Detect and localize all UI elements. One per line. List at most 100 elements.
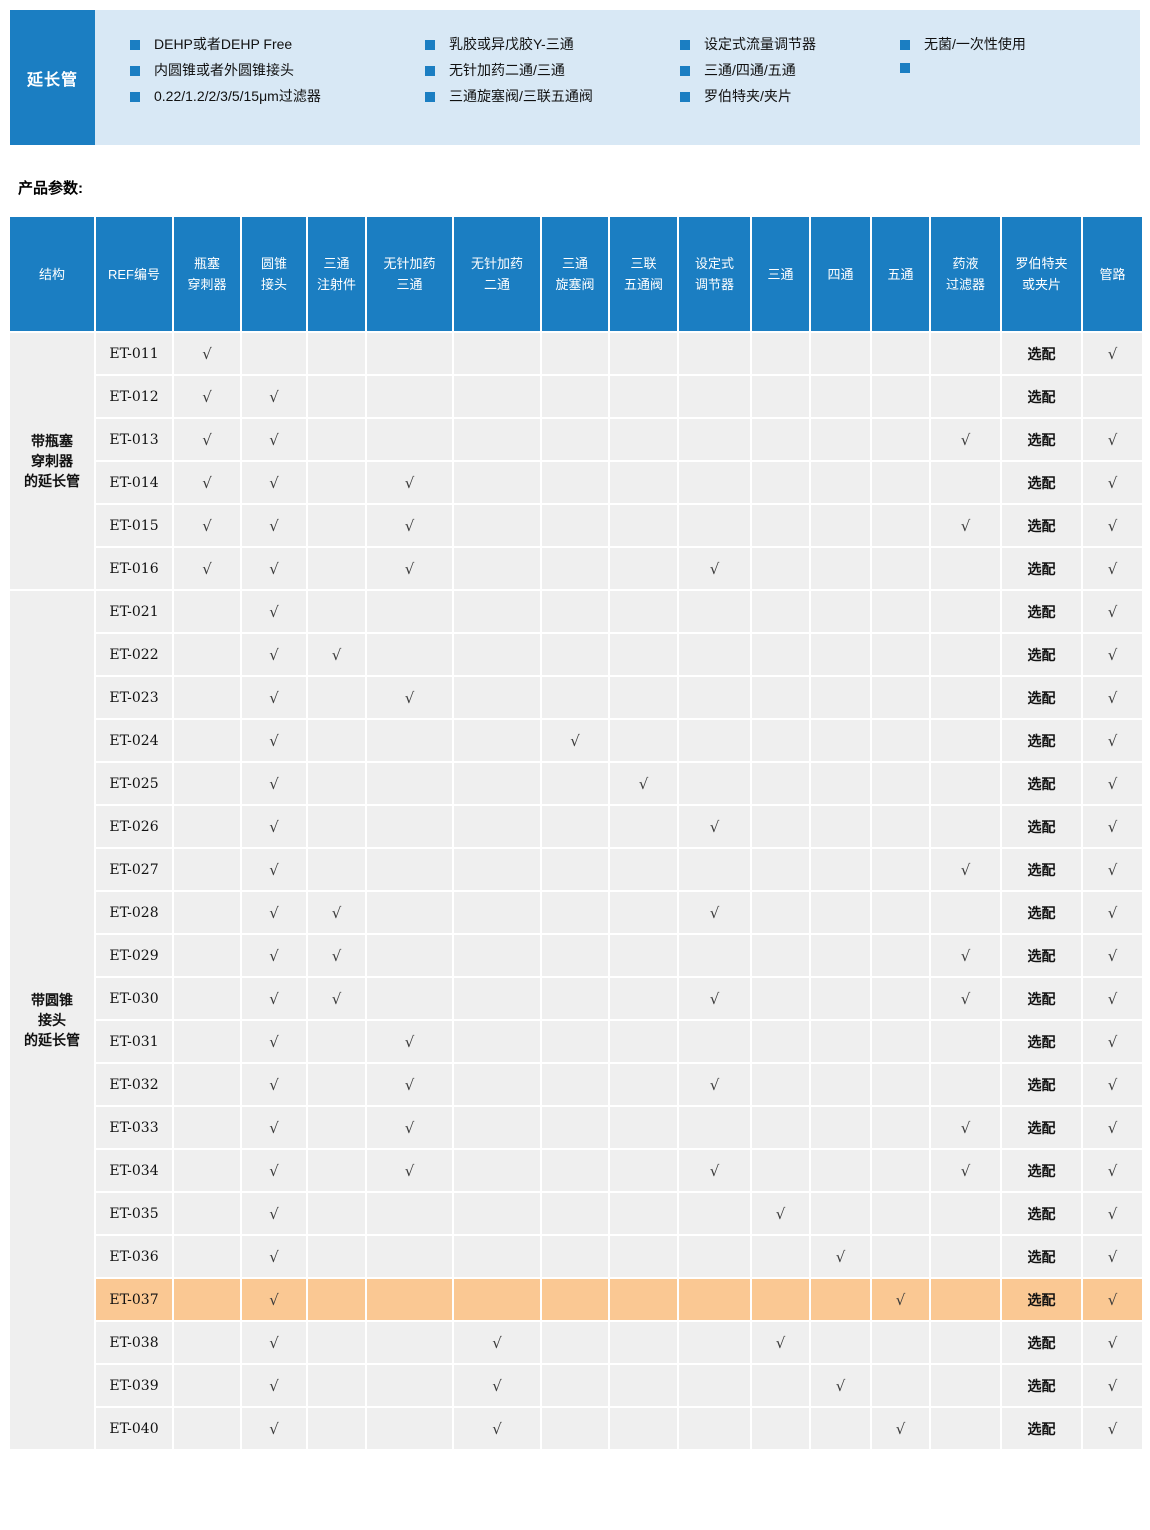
empty-cell <box>608 1320 679 1365</box>
checkmark-cell: √ <box>240 933 308 978</box>
column-header: 三通 <box>750 215 811 333</box>
empty-cell <box>809 976 872 1021</box>
empty-cell <box>929 890 1002 935</box>
checkmark-cell: √ <box>452 1406 542 1451</box>
empty-cell <box>1081 374 1144 419</box>
empty-cell <box>870 589 931 634</box>
ref-number: ET-012 <box>94 374 174 419</box>
optional-cell: 选配 <box>1000 460 1083 505</box>
checkmark-cell: √ <box>452 1363 542 1408</box>
empty-cell <box>365 1191 454 1236</box>
bullet-square-icon <box>680 91 690 102</box>
checkmark-cell: √ <box>1081 417 1144 462</box>
checkmark-cell: √ <box>172 503 242 548</box>
empty-cell <box>172 1406 242 1451</box>
feature-column: 无菌/一次性使用 <box>900 37 1026 145</box>
banner: 延长管 DEHP或者DEHP Free 内圆锥或者外圆锥接头 0.22/1.2/2/… <box>10 10 1140 145</box>
empty-cell <box>677 718 752 763</box>
empty-cell <box>540 1019 610 1064</box>
empty-cell <box>608 460 679 505</box>
empty-cell <box>306 331 367 376</box>
empty-cell <box>929 589 1002 634</box>
empty-cell <box>365 1320 454 1365</box>
checkmark-cell: √ <box>1081 1277 1144 1322</box>
optional-cell: 选配 <box>1000 1406 1083 1451</box>
empty-cell <box>452 1019 542 1064</box>
checkmark-cell: √ <box>240 632 308 677</box>
optional-cell: 选配 <box>1000 976 1083 1021</box>
checkmark-cell: √ <box>1081 804 1144 849</box>
checkmark-cell: √ <box>240 503 308 548</box>
table-row: ET-016 √ √ √ √ 选配 √ <box>9 546 1144 591</box>
checkmark-cell: √ <box>240 546 308 591</box>
checkmark-cell: √ <box>240 1363 308 1408</box>
checkmark-cell: √ <box>240 1062 308 1107</box>
empty-cell <box>452 374 542 419</box>
checkmark-cell: √ <box>240 976 308 1021</box>
empty-cell <box>750 1406 811 1451</box>
empty-cell <box>365 589 454 634</box>
checkmark-cell: √ <box>306 890 367 935</box>
empty-cell <box>809 1019 872 1064</box>
empty-cell <box>809 718 872 763</box>
empty-cell <box>677 460 752 505</box>
optional-cell: 选配 <box>1000 1320 1083 1365</box>
empty-cell <box>172 847 242 892</box>
checkmark-cell: √ <box>677 1148 752 1193</box>
empty-cell <box>452 331 542 376</box>
feature-item-label: 三通/四通/五通 <box>704 62 796 78</box>
optional-cell: 选配 <box>1000 589 1083 634</box>
empty-cell <box>870 632 931 677</box>
empty-cell <box>608 417 679 462</box>
optional-cell: 选配 <box>1000 1019 1083 1064</box>
empty-cell <box>870 890 931 935</box>
checkmark-cell: √ <box>1081 718 1144 763</box>
empty-cell <box>306 546 367 591</box>
checkmark-cell: √ <box>1081 761 1144 806</box>
empty-cell <box>608 1105 679 1150</box>
column-header: 圆锥 接头 <box>240 215 308 333</box>
optional-cell: 选配 <box>1000 933 1083 978</box>
empty-cell <box>929 632 1002 677</box>
empty-cell <box>172 804 242 849</box>
feature-item: 三通/四通/五通 <box>680 63 900 78</box>
checkmark-cell: √ <box>809 1363 872 1408</box>
empty-cell <box>677 675 752 720</box>
empty-cell <box>608 1363 679 1408</box>
column-header: 瓶塞 穿刺器 <box>172 215 242 333</box>
empty-cell <box>306 460 367 505</box>
product-table: 结构 REF编号 瓶塞 穿刺器 圆锥 接头 三通 注射件 无针加药 三通 无针加药 二通 三通… <box>8 215 1144 1451</box>
checkmark-cell: √ <box>240 1277 308 1322</box>
bullet-square-icon <box>680 39 690 50</box>
empty-cell <box>870 1234 931 1279</box>
empty-cell <box>870 1363 931 1408</box>
checkmark-cell: √ <box>1081 675 1144 720</box>
column-header: 四通 <box>809 215 872 333</box>
empty-cell <box>540 976 610 1021</box>
empty-cell <box>809 1062 872 1107</box>
empty-cell <box>870 503 931 548</box>
table-row: ET-026 √ √ 选配 √ <box>9 804 1144 849</box>
checkmark-cell: √ <box>172 417 242 462</box>
empty-cell <box>540 1062 610 1107</box>
bullet-square-icon <box>680 65 690 76</box>
empty-cell <box>929 1363 1002 1408</box>
checkmark-cell: √ <box>870 1277 931 1322</box>
empty-cell <box>677 1363 752 1408</box>
table-row: ET-022 √ √ 选配 √ <box>9 632 1144 677</box>
empty-cell <box>452 1277 542 1322</box>
empty-cell <box>677 1406 752 1451</box>
ref-number: ET-023 <box>94 675 174 720</box>
empty-cell <box>240 331 308 376</box>
empty-cell <box>608 675 679 720</box>
table-body: 带瓶塞 穿刺器 的延长管 ET-011 √ 选配 √ ET-012 √ √ 选配 ET-013 √ √… <box>8 331 1144 1451</box>
checkmark-cell: √ <box>1081 933 1144 978</box>
empty-cell <box>608 804 679 849</box>
empty-cell <box>452 890 542 935</box>
optional-cell: 选配 <box>1000 1105 1083 1150</box>
ref-number: ET-037 <box>94 1277 174 1322</box>
bullet-square-icon <box>130 65 140 76</box>
ref-number: ET-031 <box>94 1019 174 1064</box>
empty-cell <box>172 718 242 763</box>
empty-cell <box>809 804 872 849</box>
